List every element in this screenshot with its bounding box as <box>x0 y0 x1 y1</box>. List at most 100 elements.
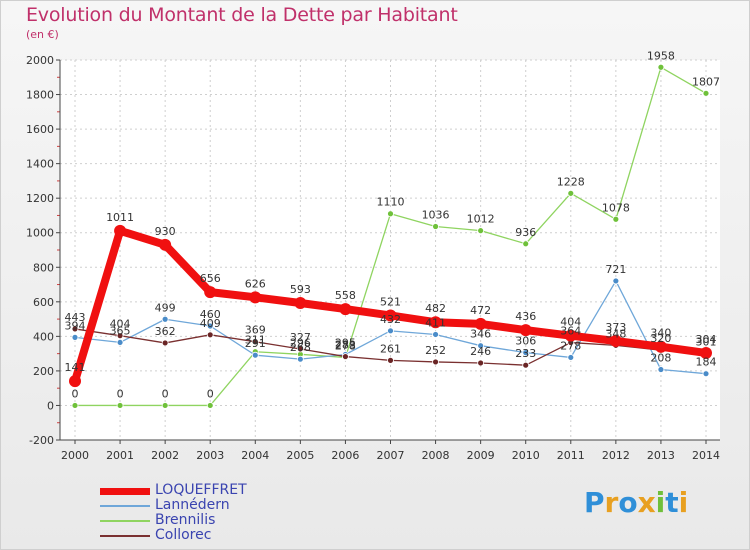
data-label-collorec: 348 <box>605 327 626 340</box>
data-point-lann-dern <box>71 333 79 341</box>
series-group <box>69 63 712 409</box>
data-label-collorec: 233 <box>515 347 536 360</box>
data-point-collorec <box>387 356 394 364</box>
x-tick-label: 2013 <box>647 449 675 462</box>
data-point-loqueffret <box>654 340 667 353</box>
data-label-collorec: 443 <box>65 311 86 324</box>
data-point-loqueffret <box>519 324 532 337</box>
data-label-lann-dern: 365 <box>110 324 131 337</box>
proxiti-logo: Proxiti <box>584 486 688 519</box>
data-point-loqueffret <box>564 329 577 342</box>
data-label-lann-dern: 460 <box>200 308 221 321</box>
data-label-brennilis: 278 <box>335 339 356 352</box>
data-label-collorec: 252 <box>425 344 446 357</box>
data-label-collorec: 327 <box>290 331 311 344</box>
legend-label: Lannédern <box>155 497 230 513</box>
x-tick-label: 2004 <box>241 449 269 462</box>
x-tick-label: 2005 <box>286 449 314 462</box>
data-label-brennilis: 0 <box>72 387 79 400</box>
y-tick-label: 1000 <box>26 227 54 240</box>
data-label-brennilis: 0 <box>162 387 169 400</box>
data-label-loqueffret: 656 <box>200 272 221 285</box>
x-tick-label: 2014 <box>692 449 720 462</box>
data-label-lann-dern: 346 <box>470 328 491 341</box>
data-point-brennilis <box>522 240 530 248</box>
legend-swatch <box>100 520 150 522</box>
data-point-lann-dern <box>296 355 304 363</box>
y-tick-label: 1200 <box>26 192 54 205</box>
y-tick-label: 800 <box>33 261 54 274</box>
data-point-brennilis <box>206 402 214 409</box>
x-tick-label: 2002 <box>151 449 179 462</box>
data-label-collorec: 404 <box>110 318 131 331</box>
data-label-brennilis: 936 <box>515 226 536 239</box>
y-tick-label: 1600 <box>26 123 54 136</box>
data-point-loqueffret <box>159 238 172 251</box>
y-tick-label: -200 <box>29 434 54 447</box>
data-label-brennilis: 311 <box>245 334 266 347</box>
data-label-lann-dern: 278 <box>560 339 581 352</box>
data-label-brennilis: 1228 <box>557 175 585 188</box>
data-point-lann-dern <box>387 327 394 335</box>
data-label-lann-dern: 291 <box>245 337 266 350</box>
y-tick-label: 0 <box>47 399 54 412</box>
data-point-lann-dern <box>567 354 575 361</box>
data-label-lann-dern: 184 <box>696 356 717 369</box>
data-point-collorec <box>116 332 124 340</box>
data-point-lann-dern <box>657 366 665 373</box>
data-point-loqueffret <box>249 291 262 304</box>
y-tick-label: 1800 <box>26 89 54 102</box>
data-label-collorec: 246 <box>470 345 491 358</box>
data-point-lann-dern <box>432 331 439 338</box>
data-point-loqueffret <box>384 309 397 322</box>
x-tick-label: 2006 <box>331 449 359 462</box>
data-label-collorec: 261 <box>380 342 401 355</box>
data-label-loqueffret: 404 <box>560 316 581 329</box>
data-point-collorec <box>342 353 349 360</box>
data-point-lann-dern <box>251 351 259 359</box>
logo-letter: o <box>618 486 638 519</box>
x-tick-label: 2008 <box>422 449 450 462</box>
data-label-lann-dern: 306 <box>515 335 536 348</box>
data-label-brennilis: 1078 <box>602 201 630 214</box>
logo-letter: x <box>637 486 656 519</box>
data-point-loqueffret <box>204 286 217 299</box>
legend-swatch <box>100 535 150 537</box>
x-tick-label: 2000 <box>61 449 89 462</box>
x-tick-label: 2003 <box>196 449 224 462</box>
data-label-collorec: 362 <box>155 325 176 338</box>
data-point-collorec <box>432 358 439 366</box>
data-point-lann-dern <box>477 342 485 350</box>
data-point-collorec <box>161 339 169 347</box>
data-point-collorec <box>206 331 214 339</box>
y-tick-label: 400 <box>33 330 54 343</box>
data-point-lann-dern <box>161 315 169 323</box>
data-label-lann-dern: 394 <box>65 319 86 332</box>
data-point-brennilis <box>71 402 79 409</box>
data-point-lann-dern <box>206 322 214 330</box>
x-tick-label: 2007 <box>377 449 405 462</box>
data-point-brennilis <box>702 89 710 97</box>
data-label-lann-dern: 432 <box>380 313 401 326</box>
legend-swatch <box>100 487 150 495</box>
data-labels: 0 0 0 0 311 296 278 1110 1036 1012 936 1228 1078 1958… <box>65 49 721 400</box>
data-label-collorec: 320 <box>650 332 671 345</box>
legend-swatch <box>100 505 150 507</box>
data-label-loqueffret: 558 <box>335 289 356 302</box>
chart-subtitle: (en €) <box>26 28 59 41</box>
data-point-brennilis <box>477 227 485 235</box>
data-point-loqueffret <box>474 317 487 330</box>
y-tick-label: 1400 <box>26 158 54 171</box>
logo-letter: P <box>584 486 605 519</box>
data-label-lann-dern: 208 <box>650 352 671 365</box>
data-point-collorec <box>522 361 530 369</box>
data-point-loqueffret <box>429 316 442 329</box>
data-point-loqueffret <box>339 303 352 316</box>
x-tick-label: 2009 <box>467 449 495 462</box>
data-label-collorec: 283 <box>335 339 356 352</box>
y-tick-label: 200 <box>33 365 54 378</box>
x-tick-label: 2001 <box>106 449 134 462</box>
data-label-brennilis: 0 <box>207 387 214 400</box>
legend-label: LOQUEFFRET <box>155 482 247 498</box>
data-label-loqueffret: 304 <box>696 333 717 346</box>
